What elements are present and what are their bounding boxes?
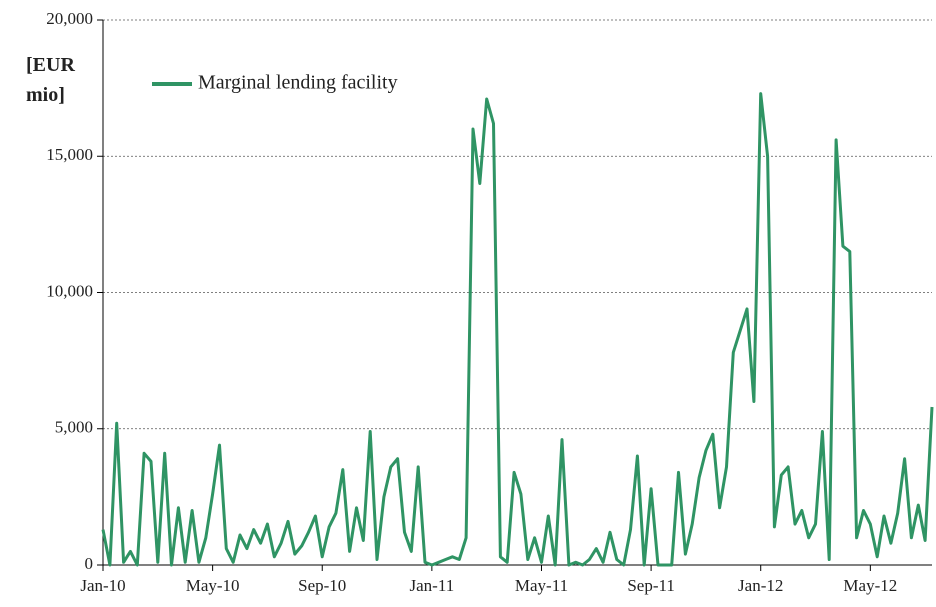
- y-tick-label: 15,000: [46, 145, 93, 164]
- y-tick-label: 10,000: [46, 281, 93, 300]
- legend-label: Marginal lending facility: [198, 72, 398, 94]
- y-tick-label: 5,000: [55, 418, 93, 437]
- x-tick-label: May-12: [843, 576, 897, 595]
- y-tick-label: 0: [85, 554, 94, 573]
- data-line: [101, 92, 934, 567]
- x-tick-label: May-11: [515, 576, 568, 595]
- x-tick-label: Sep-11: [627, 576, 675, 595]
- x-tick-label: Sep-10: [298, 576, 346, 595]
- y-axis-label: [EUR mio]: [26, 54, 75, 106]
- x-tick-label: Jan-10: [80, 576, 125, 595]
- y-tick-label: 20,000: [46, 9, 93, 28]
- x-tick-label: Jan-12: [738, 576, 783, 595]
- x-tick-label: May-10: [186, 576, 240, 595]
- x-tick-label: Jan-11: [410, 576, 455, 595]
